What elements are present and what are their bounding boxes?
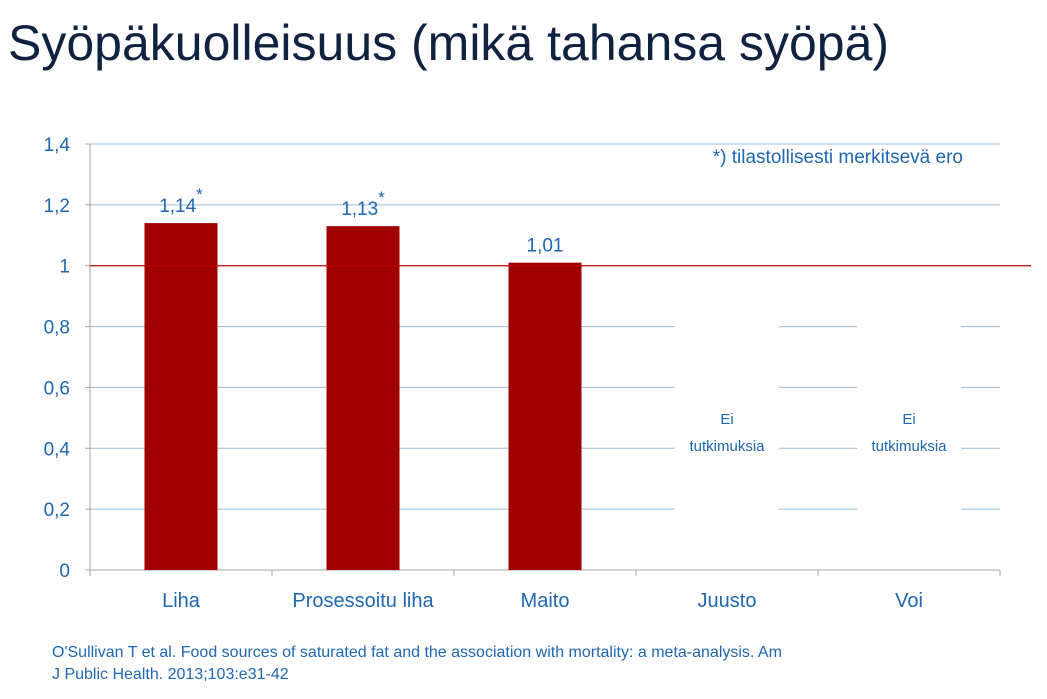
no-data-label-line-2: tutkimuksia	[689, 438, 765, 455]
y-tick-label: 1,2	[44, 196, 70, 217]
data-label: 1,14*	[159, 185, 203, 217]
bar	[326, 226, 400, 570]
y-tick-label: 0	[59, 561, 70, 582]
bar-chart: 0 0,2 0,4 0,6 0,8 1 1,2 1,4 1,14* 1,13* 1,01 Ei tutk…	[44, 135, 1031, 612]
no-data-label-line-1: Ei	[720, 411, 733, 428]
x-tick-label: Liha	[162, 590, 201, 612]
citation: O'Sullivan T et al. Food sources of satu…	[52, 642, 912, 686]
x-tick-label: Prosessoitu liha	[292, 590, 434, 612]
citation-line-1: O'Sullivan T et al. Food sources of satu…	[52, 644, 782, 661]
data-label: 1,01	[527, 236, 564, 257]
citation-line-2: J Public Health. 2013;103:e31-42	[52, 666, 289, 683]
significance-marker: *	[378, 188, 385, 207]
page-title: Syöpäkuolleisuus (mikä tahansa syöpä)	[8, 15, 890, 71]
y-tick-label: 1	[59, 257, 70, 278]
y-tick-label: 0,4	[44, 439, 71, 460]
no-data-label-line-2: tutkimuksia	[871, 438, 947, 455]
x-tick-label: Voi	[895, 590, 923, 612]
x-tick-label: Juusto	[698, 590, 757, 612]
significance-marker: *	[196, 185, 203, 204]
significance-note: *) tilastollisesti merkitsevä ero	[713, 147, 963, 168]
x-tick-label: Maito	[521, 590, 570, 612]
y-tick-label: 0,2	[44, 500, 70, 521]
data-label: 1,13*	[341, 188, 385, 220]
y-tick-label: 1,4	[44, 135, 71, 156]
no-data-label-line-1: Ei	[902, 411, 915, 428]
bar	[508, 262, 582, 570]
y-tick-label: 0,6	[44, 378, 70, 399]
bar	[144, 223, 218, 570]
y-tick-label: 0,8	[44, 318, 70, 339]
